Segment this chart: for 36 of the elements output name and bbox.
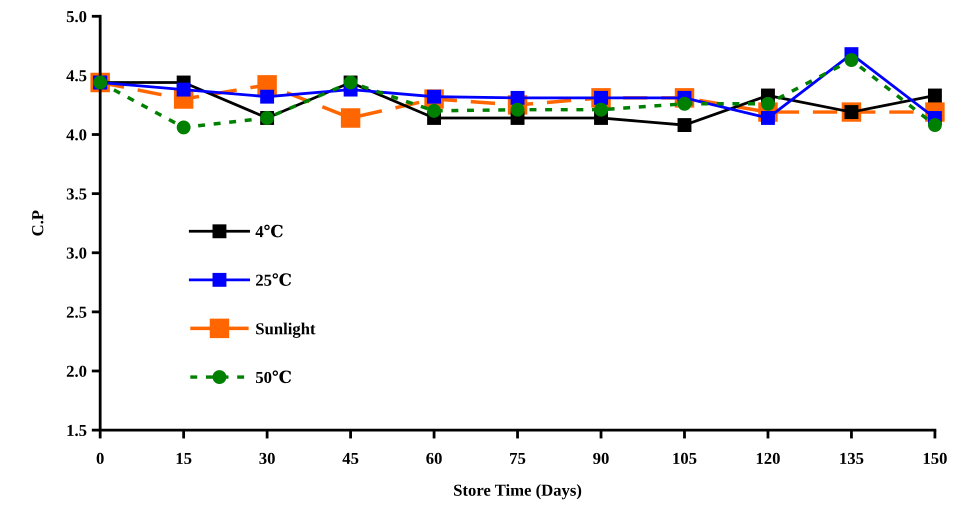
point: [678, 118, 692, 132]
point: [928, 118, 942, 132]
point: [761, 96, 775, 111]
point: [176, 82, 191, 97]
point: [844, 53, 858, 67]
point: [176, 120, 191, 134]
x-tick-label: 60: [426, 452, 442, 464]
x-axis-title: Store Time (Days): [454, 484, 582, 500]
legend-label: Sunlight: [256, 322, 316, 338]
x-tick-label: 135: [840, 452, 864, 464]
x-tick-label: 0: [96, 452, 104, 464]
legend-label: 50℃: [256, 370, 292, 384]
point: [260, 90, 274, 104]
y-tick-label: 1.5: [67, 424, 86, 436]
x-tick-label: 75: [510, 452, 526, 464]
x-tick-label: 45: [342, 452, 358, 464]
legend-label: 4℃: [256, 224, 283, 238]
y-tick-label: 4.5: [66, 70, 86, 82]
x-tick-label: 90: [593, 452, 609, 464]
legend-label: 25℃: [256, 273, 292, 286]
point: [928, 88, 942, 102]
y-tick-label: 3.5: [66, 188, 86, 200]
x-tick-label: 150: [924, 452, 947, 464]
y-tick-label: 4.0: [66, 129, 86, 141]
x-tick-label: 30: [259, 452, 275, 464]
point: [340, 108, 360, 128]
x-tick-label: 120: [756, 452, 780, 464]
y-axis-title: C.P: [32, 210, 44, 236]
point: [594, 102, 608, 117]
x-tick-label: 105: [673, 452, 696, 464]
y-tick-label: 2.5: [66, 306, 86, 318]
y-tick-label: 5.0: [66, 10, 86, 22]
y-tick-label: 2.0: [66, 366, 86, 378]
y-tick-label: 3.0: [66, 247, 86, 259]
x-tick-label: 15: [176, 452, 192, 464]
point: [427, 104, 442, 118]
